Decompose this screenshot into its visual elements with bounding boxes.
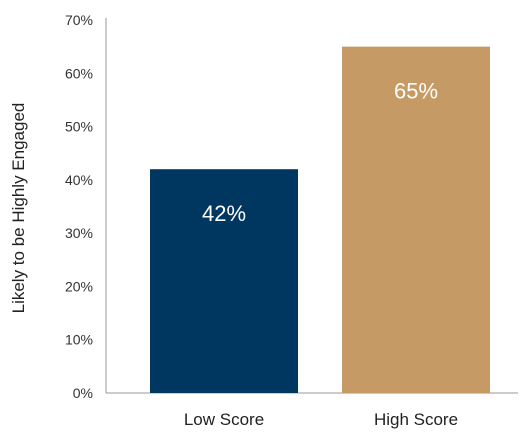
category-label: High Score xyxy=(374,410,458,429)
y-tick-label: 20% xyxy=(65,278,93,294)
y-tick-label: 60% xyxy=(65,65,93,81)
data-labels: 42% 65% xyxy=(202,79,438,227)
y-tick-label: 40% xyxy=(65,172,93,188)
bar-low-score xyxy=(150,169,298,393)
y-ticks: 0% 10% 20% 30% 40% 50% 60% 70% xyxy=(65,12,93,401)
category-label: Low Score xyxy=(184,410,264,429)
category-labels: Low Score High Score xyxy=(184,410,458,429)
y-axis-label: Likely to be Highly Engaged xyxy=(9,103,28,314)
y-tick-label: 70% xyxy=(65,12,93,28)
bars xyxy=(150,46,490,394)
y-tick-label: 10% xyxy=(65,332,93,348)
data-label: 65% xyxy=(394,79,438,104)
y-tick-label: 0% xyxy=(73,385,93,401)
y-tick-label: 50% xyxy=(65,119,93,135)
bar-high-score xyxy=(342,46,490,394)
data-label: 42% xyxy=(202,201,246,226)
y-tick-label: 30% xyxy=(65,225,93,241)
